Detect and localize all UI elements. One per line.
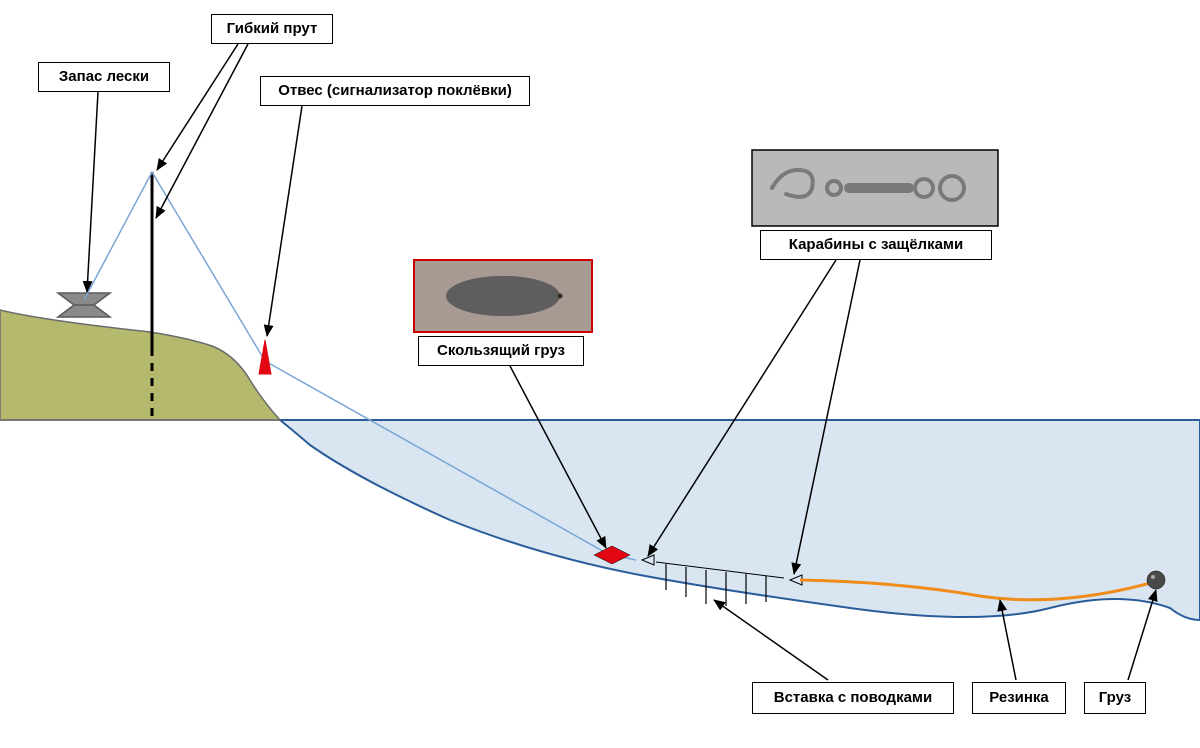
label-leaders: Вставка с поводками <box>752 682 954 714</box>
water-body <box>280 420 1200 620</box>
arrow <box>1128 590 1156 680</box>
arrow <box>714 600 828 680</box>
label-swivels: Карабины с защёлками <box>760 230 992 260</box>
label-sliding-sinker: Скользящий груз <box>418 336 584 366</box>
end-sinker <box>1147 571 1165 589</box>
arrow <box>267 106 302 336</box>
shore <box>0 310 280 420</box>
fishing-rig-diagram <box>0 0 1200 748</box>
label-pole: Гибкий прут <box>211 14 333 44</box>
label-float: Отвес (сигнализатор поклёвки) <box>260 76 530 106</box>
swivel-photo <box>752 150 998 226</box>
sinker-photo <box>414 260 592 332</box>
label-rubber: Резинка <box>972 682 1066 714</box>
arrow <box>87 92 98 292</box>
label-end-sinker: Груз <box>1084 682 1146 714</box>
label-reel: Запас лески <box>38 62 170 92</box>
float <box>259 340 271 374</box>
